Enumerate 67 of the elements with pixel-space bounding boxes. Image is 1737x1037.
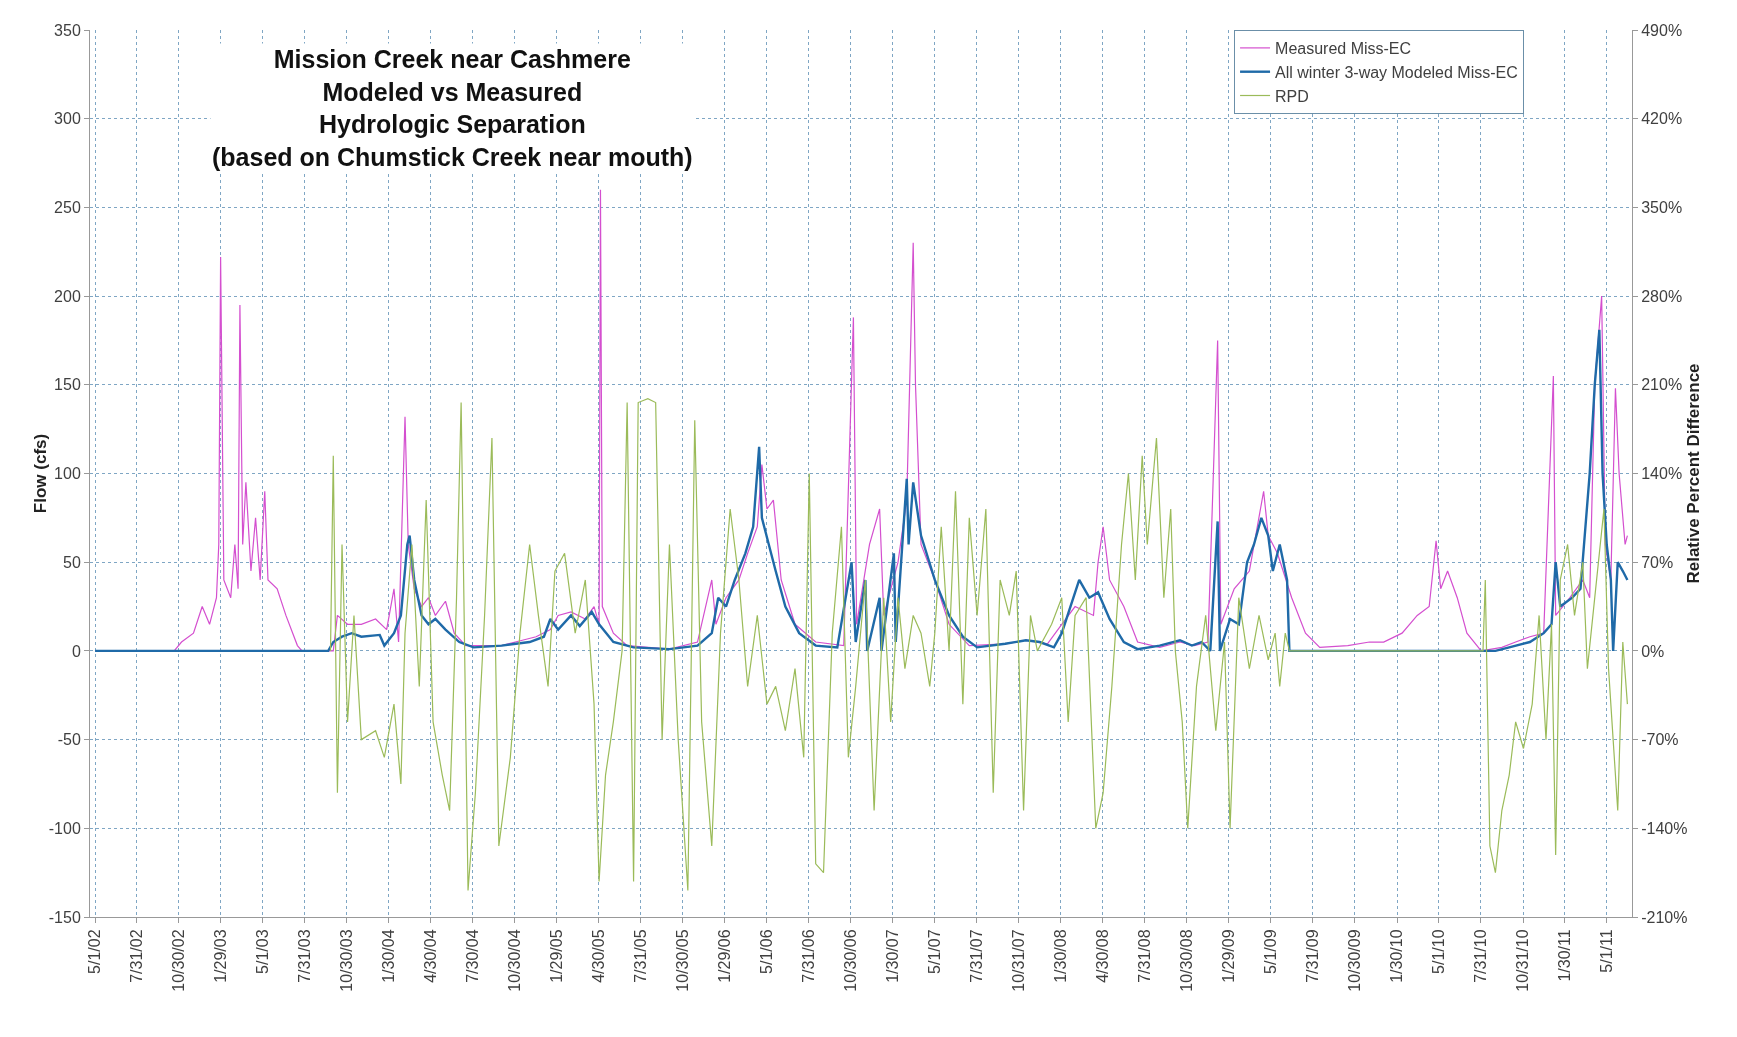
y2-tick-label: 0% xyxy=(1641,642,1665,660)
x-tick-label: 10/30/04 xyxy=(506,929,524,992)
x-tick-label: 7/31/06 xyxy=(800,929,817,983)
x-tick-label: 7/31/09 xyxy=(1304,929,1322,983)
y-tick-label: -50 xyxy=(57,731,81,749)
x-tick-label: 4/30/05 xyxy=(589,929,607,983)
y-tick-label: 150 xyxy=(54,376,81,394)
x-tick-label: 10/30/06 xyxy=(841,929,859,992)
y2-tick-label: 210% xyxy=(1641,376,1683,394)
x-tick-label: 1/30/07 xyxy=(884,929,902,983)
y2-tick-label: 350% xyxy=(1641,199,1683,216)
y2-tick-label: 280% xyxy=(1641,287,1683,305)
x-tick-label: 1/29/03 xyxy=(211,929,229,983)
y-tick-label: 250 xyxy=(54,199,81,216)
y-tick-label: 200 xyxy=(54,287,81,305)
line-series xyxy=(93,328,1629,653)
legend-label: All winter 3-way Modeled Miss-EC xyxy=(1275,63,1518,81)
y2-tick-label: 490% xyxy=(1641,21,1683,39)
x-tick-label: 10/31/10 xyxy=(1514,929,1532,992)
line-series xyxy=(329,398,1628,891)
x-tick-label: 7/31/08 xyxy=(1136,929,1154,983)
x-tick-label: 1/30/04 xyxy=(380,929,398,983)
y-axis-title: Flow (cfs) xyxy=(31,433,50,514)
x-tick-label: 7/31/02 xyxy=(128,929,146,983)
y-tick-label: 0 xyxy=(71,642,81,660)
y2-tick-label: 420% xyxy=(1641,110,1683,128)
x-tick-label: 7/31/03 xyxy=(295,929,313,983)
x-tick-label: 7/30/04 xyxy=(463,929,481,983)
x-tick-label: 1/30/11 xyxy=(1556,929,1574,982)
x-tick-label: 5/1/02 xyxy=(86,929,104,974)
y-tick-label: 100 xyxy=(54,465,81,483)
x-tick-label: 10/31/07 xyxy=(1010,929,1028,992)
x-tick-label: 10/30/02 xyxy=(169,929,187,992)
y2-tick-label: -70% xyxy=(1641,731,1679,749)
x-tick-label: 5/1/06 xyxy=(758,929,776,974)
x-tick-label: 5/1/09 xyxy=(1262,929,1280,974)
x-tick-label: 1/29/05 xyxy=(547,929,565,983)
y-tick-label: 50 xyxy=(63,553,81,571)
x-tick-label: 10/30/03 xyxy=(337,929,355,992)
y-tick-label: -150 xyxy=(48,908,81,926)
y-tick-label: -100 xyxy=(48,819,81,837)
x-tick-label: 5/1/11 xyxy=(1597,929,1615,973)
x-tick-label: 4/30/04 xyxy=(421,929,439,983)
x-tick-label: 4/30/08 xyxy=(1093,929,1111,983)
x-tick-label: 1/29/09 xyxy=(1219,929,1237,983)
x-tick-label: 10/30/09 xyxy=(1345,929,1363,992)
x-tick-label: 10/30/08 xyxy=(1178,929,1196,992)
text: Mission Creek near Cashmere Modeled vs Measured Hydrologic Separation (based on Chumstick Creek near mouth) xyxy=(212,45,693,171)
y2-tick-label: 140% xyxy=(1641,465,1683,483)
y-tick-label: 300 xyxy=(54,110,81,128)
y2-axis-title: Relative Percent Difference xyxy=(1684,363,1704,584)
x-tick-label: 5/1/03 xyxy=(254,929,272,974)
x-tick-label: 1/30/10 xyxy=(1388,929,1406,983)
y2-tick-label: -210% xyxy=(1641,908,1688,926)
y-tick-label: 350 xyxy=(54,21,81,39)
x-tick-label: 7/31/10 xyxy=(1471,929,1489,983)
x-tick-label: 7/31/07 xyxy=(967,929,985,983)
x-tick-label: 7/31/05 xyxy=(632,929,650,983)
x-tick-label: 5/1/07 xyxy=(926,929,944,974)
legend-label: Measured Miss-EC xyxy=(1275,40,1412,58)
x-tick-label: 1/29/06 xyxy=(715,929,733,983)
x-tick-label: 5/1/10 xyxy=(1430,929,1448,974)
x-tick-label: 1/30/08 xyxy=(1052,929,1070,983)
y2-tick-label: -140% xyxy=(1641,819,1688,837)
legend-label: RPD xyxy=(1275,87,1309,105)
x-tick-label: 10/30/05 xyxy=(673,929,691,992)
y2-tick-label: 70% xyxy=(1641,553,1674,571)
